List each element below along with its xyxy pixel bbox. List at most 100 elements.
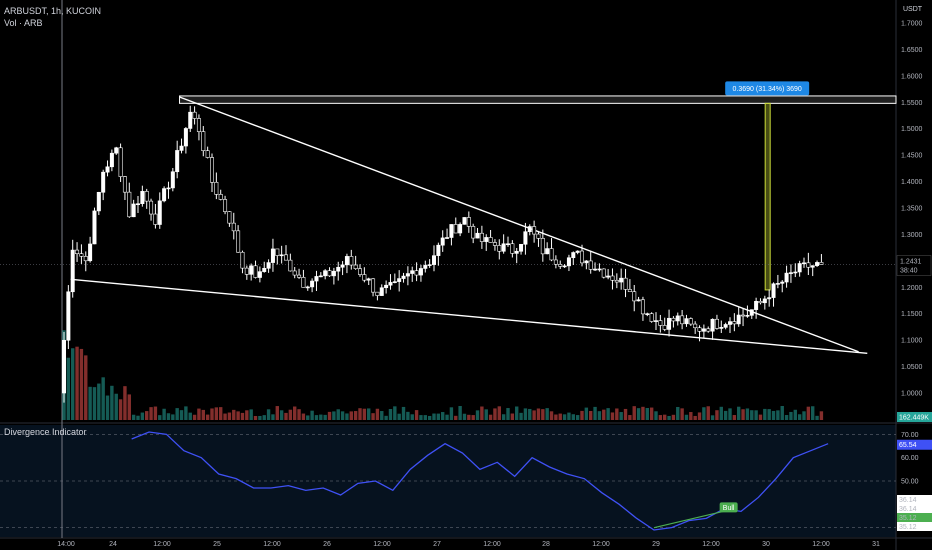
y-tick-label: 1.1500: [901, 311, 923, 318]
volume-bar: [558, 413, 562, 420]
candle-body: [310, 280, 315, 288]
volume-bar: [723, 410, 728, 420]
volume-bar: [192, 414, 197, 420]
candle-body: [314, 276, 319, 282]
candle-body: [70, 249, 75, 293]
volume-bar: [184, 406, 188, 420]
y-tick-label: 1.0000: [901, 391, 923, 398]
volume-bar: [475, 410, 480, 420]
candle-body: [810, 265, 815, 268]
candle-body: [488, 237, 493, 243]
axes: 1.7000 1.6500 1.6000 1.5500 1.5000 1.4500 1.40…: [57, 21, 932, 548]
candle-body: [745, 315, 750, 317]
candle-body: [510, 243, 515, 254]
candle-body: [75, 249, 80, 254]
volume-bar: [732, 415, 737, 420]
volume-bar: [758, 414, 763, 420]
candle-body: [440, 237, 445, 246]
candle-body: [149, 200, 154, 215]
volume-bar: [471, 415, 475, 420]
volume-bar: [88, 386, 92, 420]
y-tick-label: 1.7000: [901, 21, 923, 28]
rsi-level-badge: [897, 522, 932, 531]
candle-body: [558, 264, 563, 267]
volume-bar: [136, 415, 140, 420]
candle-body: [727, 321, 732, 325]
volume-bar: [615, 408, 619, 420]
countdown-value: 38:40: [900, 268, 918, 275]
candle-body: [384, 284, 389, 289]
volume-bar: [419, 415, 423, 420]
volume-bar: [114, 393, 118, 420]
candle-body: [162, 188, 167, 202]
rsi-level-badge: [897, 513, 932, 522]
candle-body: [423, 265, 428, 269]
volume-bar: [515, 406, 519, 420]
volume-bar: [541, 409, 545, 420]
volume-bar: [240, 412, 245, 420]
volume-bar: [397, 413, 401, 420]
volume-bar: [680, 408, 684, 420]
volume-bar: [205, 414, 210, 420]
volume-bar: [362, 408, 367, 420]
current-price-value: 1.2431: [900, 259, 922, 266]
volume-bar: [388, 408, 393, 420]
volume-bar: [811, 406, 815, 420]
volume-bar: [279, 410, 284, 420]
volume-bar: [797, 414, 802, 420]
volume-bar: [158, 415, 162, 420]
candle-body: [427, 264, 432, 266]
candle-body: [632, 291, 637, 302]
volume-bar: [179, 410, 184, 420]
candle-body: [453, 224, 458, 234]
candle-body: [680, 315, 685, 325]
candle-body: [540, 238, 545, 255]
y-tick-label: 1.5000: [901, 126, 923, 133]
candle-body: [323, 270, 328, 277]
volume-bar: [105, 395, 110, 420]
volume-bar: [806, 406, 811, 420]
candle-body: [606, 275, 611, 278]
y-tick-label: 1.6500: [901, 47, 923, 54]
volume-bar: [127, 394, 131, 420]
candle-body: [505, 243, 510, 246]
y-tick-label: 1.1000: [901, 338, 923, 345]
y-tick-label: 1.0500: [901, 364, 923, 371]
volume-bar: [501, 414, 506, 420]
candle-body: [784, 272, 789, 283]
current-price-badge: [896, 255, 932, 276]
volume-bar: [610, 412, 615, 420]
volume-bar: [323, 414, 327, 420]
candle-body: [806, 262, 811, 268]
x-tick-label: 24: [109, 541, 117, 548]
candle-body: [688, 318, 693, 325]
volume-bar: [771, 410, 776, 420]
volume-bar: [689, 412, 693, 420]
volume-bar: [227, 412, 232, 420]
volume-bar: [406, 411, 410, 420]
volume-bar: [645, 408, 649, 420]
volume-bar: [340, 411, 345, 420]
volume-bar: [293, 406, 297, 420]
volume-bar: [667, 415, 671, 420]
volume-bar: [706, 406, 710, 420]
candle-body: [815, 262, 820, 266]
volume-bar: [166, 413, 171, 420]
volume-bar: [632, 406, 636, 420]
rsi-level-badge: [897, 495, 932, 504]
volume-badge: [897, 412, 932, 422]
candle-body: [388, 282, 393, 286]
y-tick-label: 1.3500: [901, 206, 923, 213]
rsi-level-badge: [897, 504, 932, 513]
candle-body: [362, 274, 367, 281]
y-tick-label: 1.4500: [901, 153, 923, 160]
volume-bar: [519, 412, 523, 420]
lower-trendline: [70, 278, 868, 355]
x-tick-label: 14:00: [57, 541, 75, 548]
candle-body: [710, 318, 715, 332]
candle-body: [157, 200, 162, 225]
candle-body: [797, 263, 802, 273]
candle-body: [166, 187, 171, 190]
candle-body: [175, 150, 180, 173]
